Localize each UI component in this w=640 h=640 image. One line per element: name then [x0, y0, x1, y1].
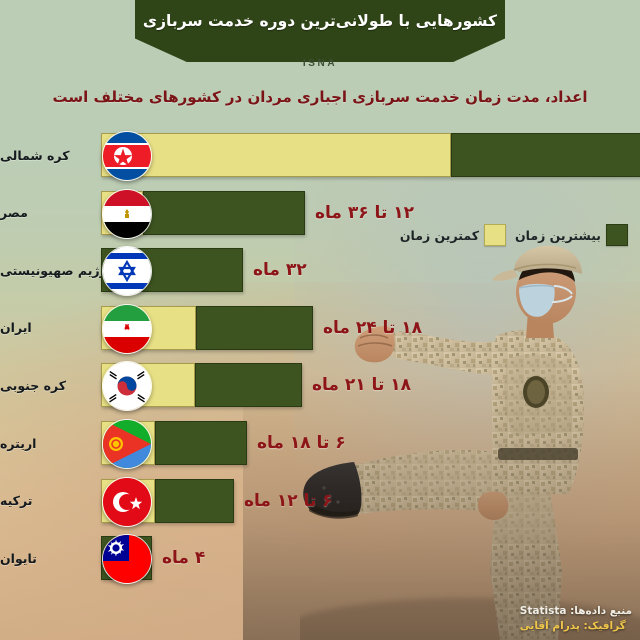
country-label: ترکیه [0, 493, 33, 509]
country-label: رژیم صهیونیستی [0, 262, 107, 278]
country-label: کره شمالی [0, 147, 70, 163]
value-label: ۶ تا ۱۲ ماه [244, 490, 333, 511]
chart-row: ایران ۱۸ تا ۲۴ ماه [0, 303, 640, 354]
north-korea-flag-icon [102, 131, 152, 181]
legend-label-min: کمترین زمان [399, 227, 479, 243]
value-label: ۱۸ تا ۲۴ ماه [323, 317, 423, 338]
legend-item-max: بیشترین زمان [515, 224, 628, 246]
isna-brand-logo: ISNA [302, 58, 338, 69]
egypt-flag-icon [102, 188, 152, 239]
value-label: ۱۸ تا ۲۱ ماه [312, 375, 412, 396]
bar-segment-max [155, 478, 234, 523]
country-label: تایوان [0, 550, 37, 566]
page-title: کشورهایی با طولانی‌ترین دوره خدمت سربازی [142, 12, 498, 30]
eritrea-flag-icon [102, 419, 152, 469]
credits-block: منبع داده‌ها: Statista گرافیک: پدرام آقا… [520, 605, 632, 632]
bar-segment-max [196, 305, 313, 350]
country-label: مصر [0, 205, 28, 221]
bar-segment-max [195, 363, 302, 408]
value-label: ۶ تا ۱۸ ماه [257, 433, 346, 453]
chart-row: اریتره ۶ تا ۱۸ ماه [0, 419, 640, 469]
chart-legend: بیشترین زمان کمترین زمان [400, 224, 628, 246]
bar-segment-max [155, 421, 247, 465]
chart-row: کره جنوبی ۱۸ تا ۲۱ ماه [0, 361, 640, 412]
turkey-flag-icon [102, 476, 152, 527]
bar-segment-max [143, 190, 305, 235]
value-label: ۱۲ تا ۳۶ ماه [315, 202, 415, 223]
chart-row: کره شمالی ۸ تا ۱۰ سال [0, 131, 640, 181]
country-label: ایران [0, 320, 32, 336]
legend-item-min: کمترین زمان [400, 224, 506, 246]
chart-row: رژیم صهیونیستی ۳۲ ماه [0, 246, 640, 297]
bar-segment-max [451, 133, 640, 177]
value-label: ۳۲ ماه [253, 260, 307, 281]
header-banner: کشورهایی با طولانی‌ترین دوره خدمت سربازی [135, 0, 505, 62]
south-korea-flag-icon [102, 361, 152, 412]
credit-graphic: گرافیک: پدرام آقایی [519, 620, 626, 632]
bar-segment-min [101, 133, 451, 177]
background-shadow-bottom [243, 371, 640, 640]
country-label: کره جنوبی [0, 377, 67, 393]
value-label: ۴ ماه [162, 548, 206, 569]
taiwan-flag-icon [102, 534, 152, 585]
legend-label-max: بیشترین زمان [515, 227, 601, 243]
chart-row: تایوان ۴ ماه [0, 534, 640, 585]
chart-row: مصر ۱۲ تا ۳۶ ماه [0, 188, 640, 239]
israel-flag-icon [102, 246, 152, 297]
page-subtitle: اعداد، مدت زمان خدمت سربازی اجباری مردان… [52, 88, 588, 106]
legend-swatch-max-icon [606, 224, 628, 246]
bar-track [101, 363, 302, 408]
chart-row: ترکیه ۶ تا ۱۲ ماه [0, 476, 640, 527]
legend-swatch-min-icon [484, 224, 506, 246]
iran-flag-icon [102, 303, 152, 354]
bar-track [101, 133, 640, 177]
credit-source: منبع داده‌ها: Statista [519, 605, 632, 617]
country-label: اریتره [0, 435, 37, 451]
